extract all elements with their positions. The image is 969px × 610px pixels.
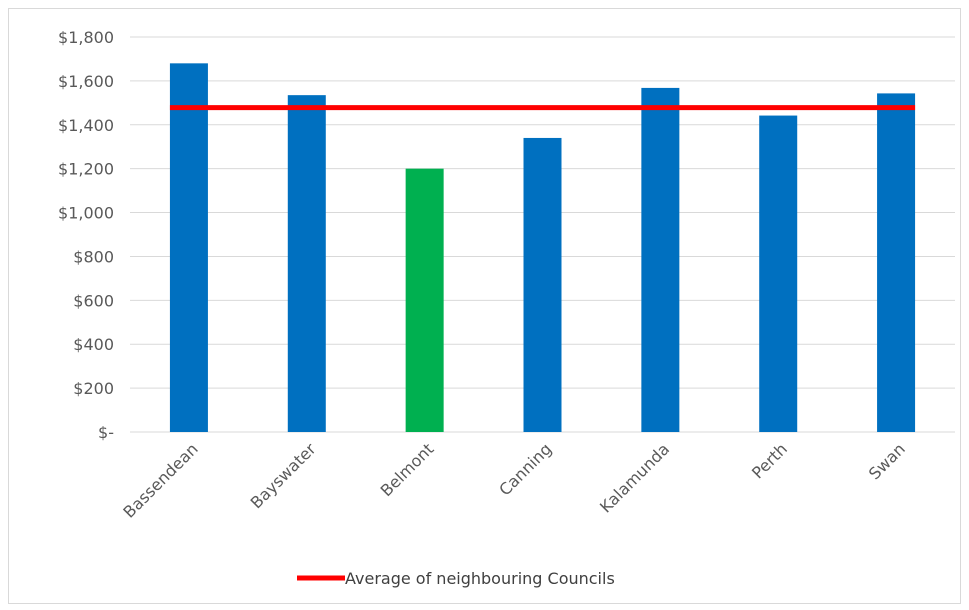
y-tick-label: $1,400 bbox=[58, 116, 114, 135]
grid-lines bbox=[130, 36, 955, 433]
y-tick-label: $400 bbox=[73, 335, 114, 354]
bar-belmont bbox=[405, 168, 444, 432]
bar-canning bbox=[523, 137, 562, 432]
bar-kalamunda bbox=[641, 87, 680, 433]
legend-label-average: Average of neighbouring Councils bbox=[345, 569, 615, 588]
bars bbox=[169, 63, 916, 433]
y-axis-tick-labels: $- $200 $400 $600 $800 $1,000 $1,200 $1,400 $1,6… bbox=[58, 28, 114, 442]
x-tick-label-swan: Swan bbox=[865, 439, 909, 483]
legend: Average of neighbouring Councils bbox=[297, 569, 615, 588]
x-tick-label-bassendean: Bassendean bbox=[119, 439, 201, 521]
y-tick-label: $1,000 bbox=[58, 204, 114, 223]
bar-perth bbox=[759, 115, 798, 433]
y-tick-label: $200 bbox=[73, 379, 114, 398]
x-tick-label-bayswater: Bayswater bbox=[247, 439, 320, 512]
bar-bassendean bbox=[169, 63, 208, 432]
y-tick-label: $1,600 bbox=[58, 72, 114, 91]
bar-bayswater bbox=[287, 95, 326, 433]
y-tick-label: $1,800 bbox=[58, 28, 114, 47]
x-tick-label-canning: Canning bbox=[495, 439, 555, 499]
y-tick-label: $800 bbox=[73, 247, 114, 266]
y-tick-label: $600 bbox=[73, 291, 114, 310]
bar-swan bbox=[877, 93, 916, 433]
x-tick-label-kalamunda: Kalamunda bbox=[596, 439, 673, 516]
y-tick-label: $1,200 bbox=[58, 160, 114, 179]
x-tick-label-perth: Perth bbox=[748, 439, 791, 482]
x-axis-tick-labels: Bassendean Bayswater Belmont Canning Kalamun… bbox=[119, 439, 908, 522]
y-tick-label: $- bbox=[98, 423, 114, 442]
x-tick-label-belmont: Belmont bbox=[377, 439, 438, 500]
